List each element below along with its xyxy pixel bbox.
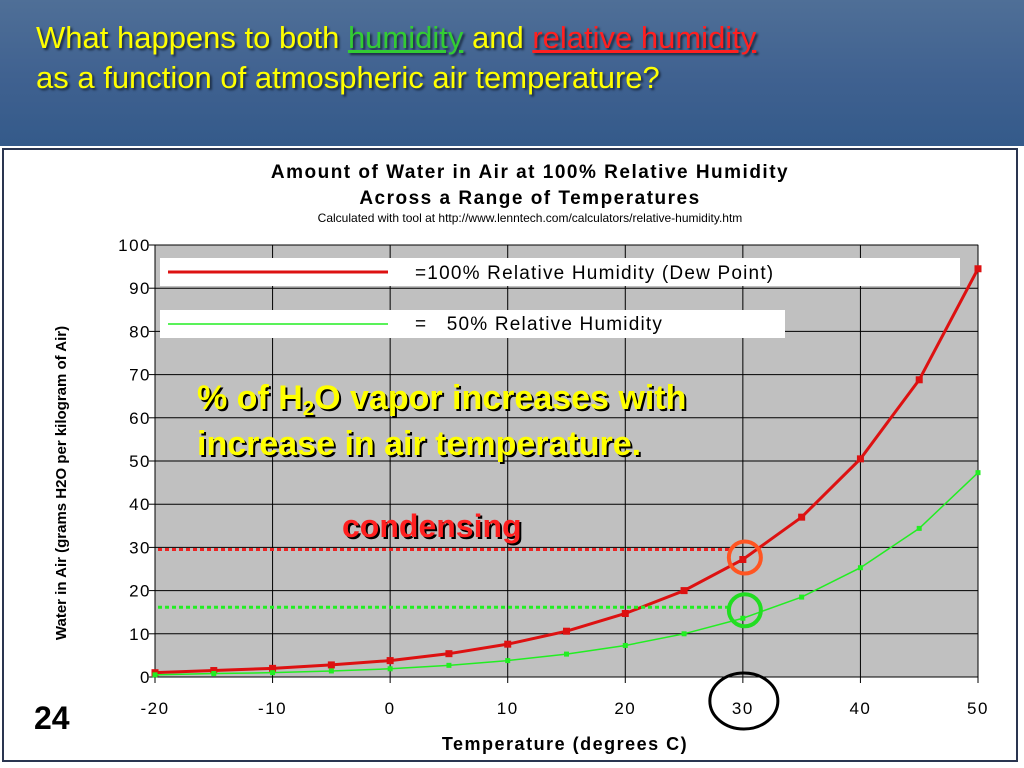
data-point — [269, 664, 277, 672]
y-tick-label: 90 — [129, 279, 151, 298]
vapor-annotation-line2-span: increase in air temperature. — [199, 427, 643, 465]
condensing-label-text: condensing — [344, 510, 524, 546]
data-point — [974, 265, 982, 273]
data-point — [799, 594, 805, 600]
data-point — [916, 525, 922, 531]
title-line2: as a function of atmospheric air tempera… — [36, 60, 660, 95]
y-tick-label: 0 — [140, 668, 151, 687]
x-tick-label: 0 — [385, 699, 396, 718]
x-tick-label: 10 — [497, 699, 519, 718]
chart-subtitle: Across a Range of Temperatures — [359, 188, 700, 209]
data-point — [504, 640, 512, 648]
data-point — [798, 513, 806, 521]
red-highlight-circle — [726, 539, 763, 576]
y-tick-label: 30 — [129, 538, 151, 557]
x-axis-label: Temperature (degrees C) — [442, 734, 688, 754]
data-point — [564, 651, 569, 657]
y-axis-label: Water in Air (grams H2O per kilogram of … — [53, 326, 70, 640]
vapor-annotation-line2: increase in air temperature.increase in … — [197, 425, 643, 465]
data-point — [210, 667, 218, 675]
data-point — [211, 671, 217, 677]
data-point — [621, 609, 629, 617]
vapor-annotation-line2-text: increase in air temperature. — [199, 427, 643, 465]
x-tick-label: 40 — [849, 699, 871, 718]
data-point — [857, 565, 863, 571]
data-point — [739, 555, 747, 563]
data-point — [386, 657, 394, 665]
title-humidity: humidity — [347, 20, 464, 55]
data-point — [445, 650, 453, 658]
x-tick-30-circle — [708, 671, 780, 731]
vapor-annotation-line1-span: O vapor increases with — [314, 379, 686, 417]
vapor-annotation-line1-text: % of H2O vapor increases with — [199, 381, 688, 422]
slide-header: What happens to both humidity and relati… — [0, 0, 1024, 146]
condensing-label-span: condensing — [342, 508, 522, 544]
vapor-annotation-line2-span: increase in air temperature. — [197, 425, 641, 463]
x-tick-label: -20 — [140, 699, 169, 718]
data-point — [328, 668, 334, 674]
data-point — [681, 631, 687, 637]
legend-label: =100% Relative Humidity (Dew Point) — [415, 263, 774, 284]
y-tick-label: 70 — [129, 366, 151, 385]
condensing-label-text: condensing — [342, 508, 522, 544]
data-point — [975, 470, 981, 476]
legend-label: = 50% Relative Humidity — [415, 314, 663, 335]
title-relative-humidity: relative humidity — [532, 20, 757, 55]
vapor-annotation-line1-span: O vapor increases with — [316, 381, 688, 419]
data-point — [505, 658, 511, 664]
vapor-annotation-line1-span: % of H — [197, 379, 303, 417]
slide-number: 24 — [34, 700, 70, 736]
vapor-annotation-line2-text: increase in air temperature. — [197, 425, 641, 463]
vapor-annotation-line1-span: 2 — [305, 400, 316, 422]
y-tick-label: 50 — [129, 452, 151, 471]
y-tick-label: 10 — [129, 625, 151, 644]
condensing-label-span: condensing — [344, 510, 524, 546]
y-tick-label: 80 — [129, 322, 151, 341]
data-point — [563, 627, 570, 635]
data-point — [327, 661, 335, 669]
y-tick-label: 60 — [129, 409, 151, 428]
slide-title: What happens to both humidity and relati… — [36, 18, 1006, 98]
data-point — [622, 642, 628, 648]
vapor-annotation-line1: % of H2O vapor increases with% of H2O va… — [197, 379, 688, 422]
y-tick-label: 100 — [118, 236, 151, 255]
y-tick-label: 40 — [129, 495, 151, 514]
data-point — [152, 672, 158, 678]
data-point — [446, 662, 452, 668]
chart-source: Calculated with tool at http://www.lennt… — [318, 211, 743, 225]
data-point — [856, 455, 864, 463]
x-tick-label: 20 — [614, 699, 636, 718]
title-part2: and — [463, 20, 533, 55]
x-tick-label: 50 — [967, 699, 989, 718]
data-point — [270, 670, 276, 676]
title-part1: What happens to both — [36, 20, 348, 55]
data-point — [680, 587, 688, 595]
chart-title: Amount of Water in Air at 100% Relative … — [271, 162, 789, 183]
vapor-annotation-line1-span: % of H — [199, 381, 305, 419]
green-highlight-circle — [726, 592, 763, 629]
data-point — [740, 615, 746, 621]
x-tick-label: -10 — [258, 699, 287, 718]
x-tick-label: 30 — [732, 699, 754, 718]
data-point — [387, 666, 393, 672]
y-tick-label: 20 — [129, 582, 151, 601]
vapor-annotation-line1-span: 2 — [303, 398, 314, 420]
data-point — [915, 376, 923, 384]
vapor-annotation-line1-text: % of H2O vapor increases with — [197, 379, 686, 420]
